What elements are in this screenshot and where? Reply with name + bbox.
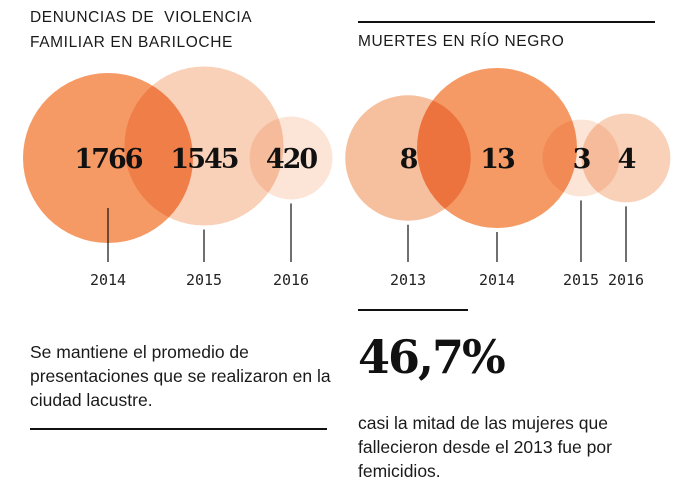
bubbles [23, 66, 333, 243]
bubble-2014 [417, 68, 577, 228]
left-title-line-2: FAMILIAR EN BARILOCHE [30, 34, 233, 51]
bubble-labels: 1766 2014 1545 2015 420 2016 [74, 144, 319, 289]
bubbles [345, 68, 671, 228]
big-stat: 46,7% [358, 330, 506, 384]
year-label-2015: 2015 [563, 271, 599, 289]
bubble-value-2013: 8 [400, 144, 418, 175]
bubble-2015 [124, 66, 284, 226]
year-label-2016: 2016 [608, 271, 644, 289]
right-title-rule [358, 21, 655, 23]
year-label-2015: 2015 [186, 271, 222, 289]
year-label-2013: 2013 [390, 271, 426, 289]
left-bubble-chart: 1766 2014 1545 2015 420 2016 [23, 66, 333, 289]
right-chart-title: MUERTES EN RÍO NEGRO [358, 33, 565, 50]
bubble-2016 [581, 113, 671, 203]
bubble-value-2016: 420 [266, 144, 318, 175]
year-label-2014: 2014 [479, 271, 515, 289]
bubble-2016 [249, 116, 333, 200]
left-title-line-1: DENUNCIAS DE VIOLENCIA [30, 9, 253, 26]
year-label-2016: 2016 [273, 271, 309, 289]
bubble-value-2015: 1545 [170, 144, 237, 175]
left-bottom-rule [30, 428, 327, 430]
stat-rule [358, 309, 468, 311]
right-description: casi la mitad de las mujeres que falleci… [358, 413, 612, 481]
year-label-2014: 2014 [90, 271, 126, 289]
bubble-value-2014: 13 [480, 144, 515, 175]
bubble-labels: 8 2013 13 2014 3 2015 4 2016 [390, 144, 644, 289]
bubble-value-2015: 3 [573, 144, 591, 175]
bubble-value-2014: 1766 [74, 144, 142, 175]
bubble-charts: 1766 2014 1545 2015 420 2016 8 2013 13 2014 3 2015… [23, 66, 671, 289]
bubble-value-2016: 4 [618, 144, 636, 175]
left-chart-title: DENUNCIAS DE VIOLENCIA FAMILIAR EN BARIL… [30, 5, 252, 55]
right-bubble-chart: 8 2013 13 2014 3 2015 4 2016 [345, 68, 671, 289]
left-description: Se mantiene el promedio de presentacione… [30, 342, 331, 410]
